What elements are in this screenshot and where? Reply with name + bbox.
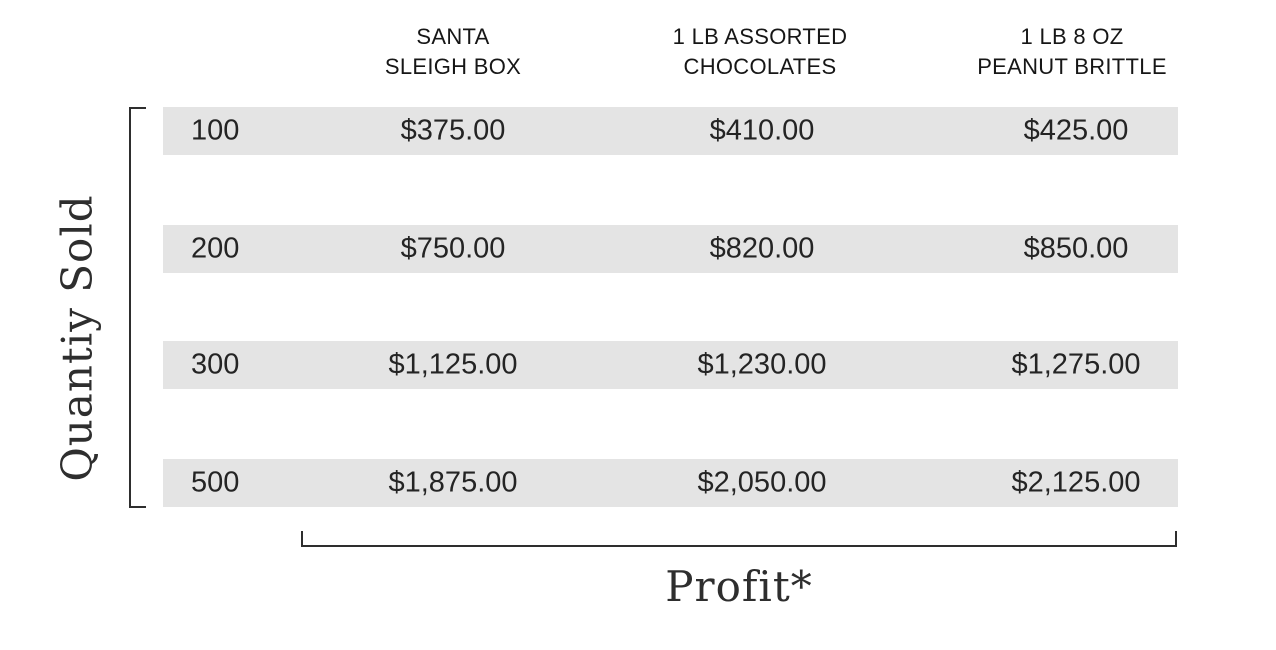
profit-value-santa-sleigh-box: $1,125.00 [388, 348, 518, 381]
profit-value-peanut-brittle: $850.00 [1023, 232, 1129, 265]
x-axis-bracket [301, 531, 1177, 547]
profit-value-assorted-chocolates: $1,230.00 [697, 348, 827, 381]
column-header-peanut-brittle: 1 LB 8 OZ PEANUT BRITTLE [977, 24, 1167, 79]
table-row: 500 $1,875.00 $2,050.00 $2,125.00 [163, 459, 1178, 507]
quantity-value: 200 [191, 232, 240, 265]
column-header-santa-sleigh-box: SANTA SLEIGH BOX [384, 24, 522, 79]
profit-value-peanut-brittle: $1,275.00 [1011, 348, 1141, 381]
y-axis-bracket [129, 107, 146, 508]
x-axis-label: Profit* [665, 562, 813, 611]
profit-value-peanut-brittle: $2,125.00 [1011, 466, 1141, 499]
table-row: 200 $750.00 $820.00 $850.00 [163, 225, 1178, 273]
profit-value-santa-sleigh-box: $750.00 [400, 232, 506, 265]
profit-value-santa-sleigh-box: $1,875.00 [388, 466, 518, 499]
table-row: 100 $375.00 $410.00 $425.00 [163, 107, 1178, 155]
profit-value-assorted-chocolates: $2,050.00 [697, 466, 827, 499]
quantity-value: 500 [191, 466, 240, 499]
profit-value-assorted-chocolates: $820.00 [709, 232, 815, 265]
profit-value-peanut-brittle: $425.00 [1023, 114, 1129, 147]
quantity-value: 100 [191, 114, 240, 147]
y-axis-label: Quantiy Sold [52, 194, 102, 482]
table-row: 300 $1,125.00 $1,230.00 $1,275.00 [163, 341, 1178, 389]
profit-value-santa-sleigh-box: $375.00 [400, 114, 506, 147]
profit-value-assorted-chocolates: $410.00 [709, 114, 815, 147]
column-header-assorted-chocolates: 1 LB ASSORTED CHOCOLATES [672, 24, 848, 79]
quantity-value: 300 [191, 348, 240, 381]
